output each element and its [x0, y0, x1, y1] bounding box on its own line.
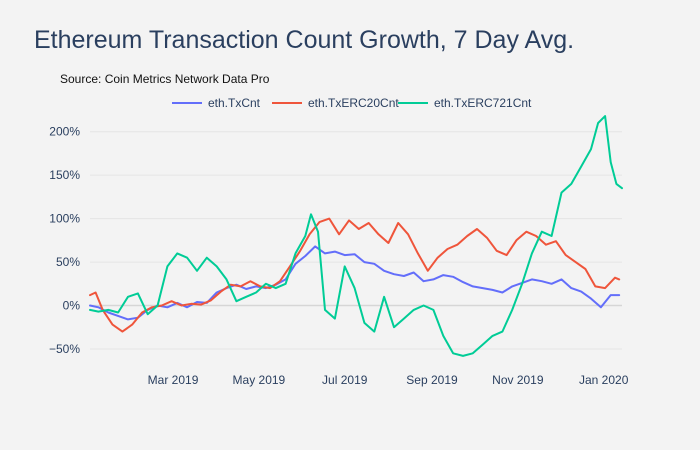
legend-label: eth.TxCnt [208, 96, 261, 110]
x-axis-ticks: Mar 2019 May 2019 Jul 2019 Sep 2019 Nov 2019… [148, 373, 629, 387]
series-line-eth-txcnt [89, 245, 621, 321]
legend-label: eth.TxERC20Cnt [308, 96, 399, 110]
series-lines [89, 115, 623, 357]
gridlines [90, 131, 622, 350]
x-tick-label: Jul 2019 [322, 373, 368, 387]
legend: eth.TxCnt eth.TxERC20Cnt eth.TxERC721Cnt [172, 96, 532, 110]
y-tick-label: 0% [63, 299, 81, 313]
y-tick-label: 100% [49, 212, 80, 226]
series-line-eth-txerc20cnt [89, 217, 621, 333]
y-axis-ticks: −50% 0% 50% 100% 150% 200% [49, 125, 80, 356]
y-tick-label: 50% [56, 255, 80, 269]
x-tick-label: Mar 2019 [148, 373, 199, 387]
legend-item[interactable]: eth.TxCnt [172, 96, 261, 110]
x-tick-label: May 2019 [233, 373, 286, 387]
chart-source: Source: Coin Metrics Network Data Pro [60, 72, 270, 86]
legend-label: eth.TxERC721Cnt [434, 96, 532, 110]
series-line-eth-txerc721cnt [89, 115, 623, 357]
y-tick-label: 150% [49, 168, 80, 182]
legend-item[interactable]: eth.TxERC20Cnt [272, 96, 399, 110]
y-tick-label: −50% [49, 342, 80, 356]
x-tick-label: Jan 2020 [579, 373, 629, 387]
x-tick-label: Nov 2019 [492, 373, 544, 387]
x-tick-label: Sep 2019 [406, 373, 458, 387]
legend-item[interactable]: eth.TxERC721Cnt [398, 96, 532, 110]
y-tick-label: 200% [49, 125, 80, 139]
chart-title: Ethereum Transaction Count Growth, 7 Day… [34, 26, 575, 54]
